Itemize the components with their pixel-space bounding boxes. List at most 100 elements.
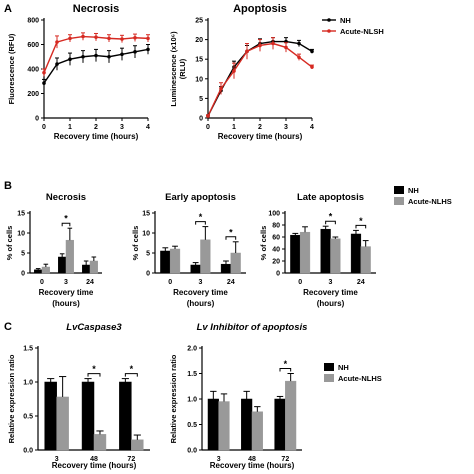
y-tick-label: 800 [27, 18, 39, 25]
y-tick-label: 20 [272, 259, 280, 266]
chart-panel-3: Necrosis 0 5 10 15 % of cells Recovery time (ho… [5, 192, 102, 308]
bar [230, 252, 241, 274]
y-tick-label: 10 [17, 231, 25, 238]
chart-panel-6: LvCaspase3 0.0 0.5 1.0 1.5 Relative expressio… [7, 322, 150, 470]
data-point [206, 114, 210, 118]
x-tick-label: 24 [357, 279, 365, 286]
legend-label: NH [340, 16, 351, 25]
y-tick-label: 1.5 [23, 346, 33, 353]
panel-letter-c: C [4, 321, 12, 333]
x-tick-label: 72 [127, 456, 135, 463]
y-tick-label: 40 [272, 247, 280, 254]
x-axis-label: Recovery time [39, 288, 94, 297]
series-line-1 [207, 40, 313, 117]
data-point [81, 54, 85, 59]
significance-star: * [284, 359, 288, 369]
bar [41, 266, 50, 274]
bar [81, 381, 95, 451]
x-tick-label: 3 [120, 124, 124, 131]
x-axis-label-unit: (hours) [187, 299, 215, 308]
y-tick-label: 5 [199, 96, 203, 103]
bar [360, 246, 371, 274]
data-point [146, 36, 150, 41]
data-point [146, 47, 150, 52]
bar [241, 398, 253, 451]
data-point [133, 50, 137, 54]
data-point [81, 34, 85, 39]
y-tick-label: 80 [272, 223, 280, 230]
y-axis-label: % of cells [131, 226, 140, 261]
y-tick-label: 20 [195, 37, 203, 44]
significance-bracket [225, 236, 237, 240]
data-point [68, 36, 72, 41]
data-point [42, 81, 46, 85]
bar [190, 264, 201, 274]
x-axis-label: Recovery time (hours) [218, 132, 303, 141]
x-tick-label: 0 [42, 124, 46, 131]
chart-title: LvCaspase3 [66, 322, 122, 333]
x-tick-label: 24 [227, 279, 235, 286]
bar [290, 234, 301, 274]
data-point [94, 35, 98, 39]
data-point [133, 35, 137, 40]
y-axis-label: % of cells [259, 226, 268, 261]
significance-bracket [61, 222, 71, 227]
bar [251, 411, 263, 451]
bar [274, 398, 286, 451]
y-axis-label: % of cells [5, 226, 14, 261]
y-tick-label: 60 [272, 235, 280, 242]
legend-label: Acute-NLHS [338, 374, 382, 383]
data-point [68, 57, 72, 61]
y-tick-label: 400 [27, 67, 39, 74]
significance-bracket [325, 220, 336, 225]
data-point [232, 69, 236, 73]
bar [285, 380, 297, 451]
x-tick-label: 3 [64, 279, 68, 286]
x-axis-label: Recovery time (hours) [210, 461, 295, 470]
significance-bracket [355, 224, 367, 229]
x-tick-label: 3 [199, 279, 203, 286]
y-tick-label: 15 [142, 211, 150, 218]
y-tick-label: 15 [17, 211, 25, 218]
data-point [94, 53, 98, 58]
x-tick-label: 3 [284, 124, 288, 131]
bar [82, 264, 91, 274]
panel-letter-b: B [4, 180, 12, 192]
x-tick-label: 0 [40, 279, 44, 286]
data-point [55, 62, 59, 66]
y-tick-label: 2.0 [187, 346, 197, 353]
significance-bracket [124, 373, 138, 377]
chart-panel-4: Early apoptosis 0 5 10 15 % of cells Recovery … [131, 192, 246, 308]
y-tick-label: 0 [21, 271, 25, 278]
data-point [120, 52, 124, 57]
legend: NH Acute-NLHS [394, 186, 452, 206]
significance-star: * [199, 212, 203, 222]
significance-bracket [279, 368, 292, 372]
y-axis-label: Relative expression ratio [7, 354, 16, 443]
bar [350, 233, 362, 274]
y-tick-label: 5 [146, 251, 150, 258]
x-tick-label: 4 [146, 124, 150, 131]
legend-label: Acute-NLHS [408, 197, 452, 206]
significance-star: * [359, 216, 363, 226]
x-axis-label: Recovery time (hours) [54, 132, 139, 141]
y-tick-label: 0 [276, 271, 280, 278]
legend-label: Acute-NLSH [340, 27, 384, 36]
bar [207, 398, 219, 451]
y-tick-label: 0 [146, 271, 150, 278]
bar [119, 381, 132, 451]
y-axis-label: Relative expression ratio [169, 354, 178, 443]
y-tick-label: 15 [195, 57, 203, 64]
data-point [219, 86, 223, 91]
significance-bracket [87, 373, 101, 377]
bar [56, 396, 69, 451]
significance-star: * [130, 364, 134, 374]
data-point [258, 43, 262, 48]
y-tick-label: 0.0 [187, 448, 197, 455]
y-tick-label: 0.5 [23, 414, 33, 421]
series-line-2 [207, 42, 313, 117]
y-axis-label: Luminescence (x10⁶) [169, 31, 178, 107]
x-tick-label: 3 [217, 456, 221, 463]
